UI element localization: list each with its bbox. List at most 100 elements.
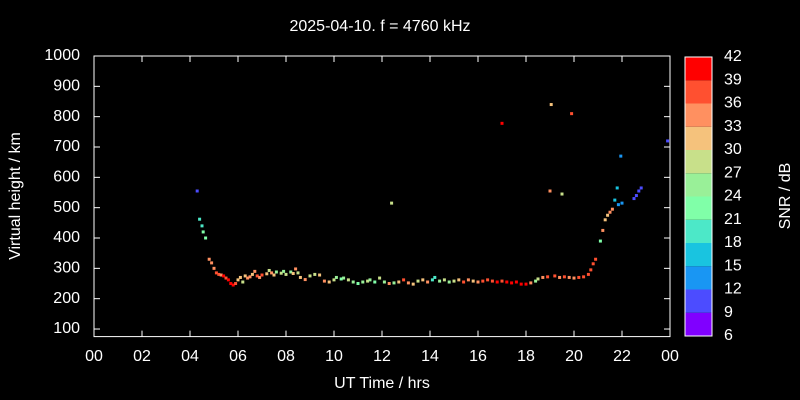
point [356,282,360,286]
y-tick-label: 200 [53,290,80,307]
point [313,272,317,276]
colorbar-tick-label: 6 [724,327,733,344]
point [406,281,410,285]
point [402,278,406,282]
point [334,275,338,279]
point [500,121,504,125]
colorbar-tick-label: 39 [724,71,742,88]
plot-frame [93,55,671,338]
point [250,272,254,276]
point [471,279,475,283]
point [447,280,451,284]
point [382,280,386,284]
point [570,112,574,116]
point [241,280,245,284]
colorbar-tick-label: 15 [724,257,742,274]
point [616,203,620,207]
point [430,278,434,282]
point [619,154,623,158]
point [392,281,396,285]
point [373,280,377,284]
x-tick-label: 02 [133,348,151,365]
point [416,279,420,283]
point [291,272,295,276]
y-axis-label: Virtual height / km [7,132,24,260]
point [615,186,619,190]
y-tick-label: 1000 [44,47,80,64]
point [231,283,235,287]
point [296,271,300,275]
point [536,277,540,281]
point [438,279,442,283]
point [613,198,617,202]
point [351,280,355,284]
point [582,275,586,279]
colorbar-band [685,243,712,267]
point [666,139,670,143]
x-tick-label: 08 [277,348,295,365]
colorbar-band [685,57,712,81]
point [495,280,499,284]
point [318,273,322,277]
point [603,218,607,222]
point [390,201,394,205]
colorbar-tick-label: 12 [724,281,742,298]
point [200,224,204,228]
colorbar-label: SNR / dB [777,163,794,230]
point [289,270,293,274]
point [303,278,307,282]
x-tick-label: 12 [373,348,391,365]
colorbar-band [685,173,712,197]
point [490,279,494,283]
y-tick-label: 500 [53,199,80,216]
point [594,257,598,261]
point [229,282,233,286]
point [562,275,566,279]
point [267,268,271,272]
colorbar-tick-label: 27 [724,164,742,181]
colorbar-frame [684,56,713,337]
point [219,273,223,277]
point [207,257,211,261]
point [214,271,218,275]
x-tick-label: 20 [565,348,583,365]
point [632,197,636,201]
point [322,279,326,283]
colorbar-band [685,312,712,336]
point [327,280,331,284]
point [258,275,262,279]
point [476,280,480,284]
point [361,280,365,284]
point [591,262,595,266]
y-tick-label: 300 [53,260,80,277]
colorbar-tick-label: 33 [724,118,742,135]
colorbar-band [685,289,712,313]
point [342,276,346,280]
point [457,278,461,282]
point [204,236,208,240]
colorbar-band [685,150,712,174]
colorbar-tick-label: 30 [724,141,742,158]
point [634,194,638,198]
point [246,276,250,280]
point [586,272,590,276]
point [217,272,221,276]
point [620,201,624,205]
point [201,230,205,234]
point [212,266,216,270]
point [260,273,264,277]
y-tick-label: 700 [53,138,80,155]
point [481,279,485,283]
point [284,272,288,276]
y-tick-label: 900 [53,78,80,95]
x-tick-label: 00 [85,348,103,365]
point [637,189,641,193]
point [346,278,350,282]
chart-title: 2025-04-10. f = 4760 kHz [289,18,470,35]
point [378,276,382,280]
point [442,278,446,282]
point [598,239,602,243]
point [248,275,252,279]
point [279,271,283,275]
